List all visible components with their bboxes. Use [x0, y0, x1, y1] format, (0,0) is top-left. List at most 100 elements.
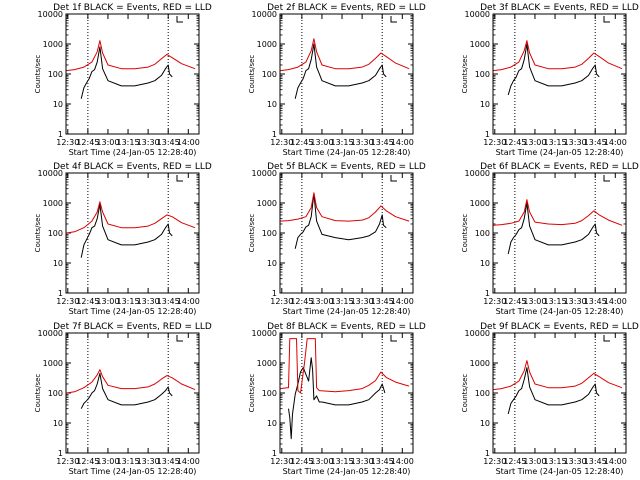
- x-tick-label: 12:45: [503, 297, 526, 306]
- x-tick-label: 12:45: [76, 297, 99, 306]
- x-tick-label: 12:45: [76, 138, 99, 147]
- x-tick-label: 13:30: [351, 457, 374, 466]
- x-axis-label: Start Time (24-Jan-05 12:28:40): [69, 467, 197, 476]
- panel-title: Det 4f BLACK = Events, RED = LLD: [53, 162, 212, 172]
- panel-7: Det 7f BLACK = Events, RED = LLD 1 10 100 10…: [34, 322, 212, 476]
- corner-mark: [176, 16, 183, 23]
- y-tick-label: 1000: [43, 40, 63, 49]
- y-tick-label: 10: [267, 259, 277, 268]
- x-tick-label: 12:45: [290, 138, 313, 147]
- y-tick-label: 1000: [43, 199, 63, 208]
- y-tick-label: 10: [480, 259, 490, 268]
- y-axis-label: Counts/sec: [461, 55, 469, 94]
- x-tick-label: 13:15: [544, 457, 567, 466]
- series-lld-line: [66, 40, 196, 72]
- x-tick-label: 14:00: [391, 297, 414, 306]
- y-tick-label: 10: [267, 419, 277, 428]
- plot-frame: [279, 13, 414, 135]
- plot-frame: [65, 13, 200, 135]
- x-axis-label: Start Time (24-Jan-05 12:28:40): [69, 148, 197, 157]
- panel-4: Det 4f BLACK = Events, RED = LLD 1 10 100 10…: [34, 162, 212, 316]
- y-tick-label: 1000: [470, 199, 490, 208]
- series-events-line: [507, 367, 600, 415]
- x-tick-label: 13:15: [117, 457, 140, 466]
- x-tick-label: 12:30: [483, 457, 506, 466]
- y-tick-label: 1000: [257, 199, 277, 208]
- y-tick-label: 100: [262, 229, 277, 238]
- x-tick-label: 14:00: [177, 457, 200, 466]
- x-tick-label: 13:30: [137, 457, 160, 466]
- x-tick-label: 13:30: [137, 297, 160, 306]
- series-events-line: [294, 43, 387, 99]
- y-axis-label: Counts/sec: [248, 374, 256, 413]
- y-tick-label: 10: [267, 100, 277, 109]
- x-tick-label: 13:30: [564, 138, 587, 147]
- plot-frame: [65, 332, 200, 454]
- y-tick-label: 1: [485, 289, 490, 298]
- x-tick-label: 13:15: [544, 138, 567, 147]
- y-tick-label: 10000: [252, 10, 277, 19]
- y-tick-label: 1000: [257, 359, 277, 368]
- corner-mark: [176, 175, 183, 182]
- panel-title: Det 5f BLACK = Events, RED = LLD: [267, 162, 426, 172]
- series-events-line: [507, 43, 600, 96]
- plot-frame: [492, 332, 627, 454]
- y-tick-label: 1: [272, 130, 277, 139]
- panel-title: Det 9f BLACK = Events, RED = LLD: [480, 322, 639, 332]
- x-tick-label: 12:30: [56, 138, 79, 147]
- x-axis-label: Start Time (24-Jan-05 12:28:40): [283, 467, 411, 476]
- y-tick-label: 1: [485, 130, 490, 139]
- y-axis-label: Counts/sec: [34, 374, 42, 413]
- x-tick-label: 13:45: [584, 297, 607, 306]
- y-tick-label: 100: [48, 389, 63, 398]
- y-tick-label: 1: [272, 289, 277, 298]
- x-tick-label: 14:00: [177, 297, 200, 306]
- plot-frame: [492, 13, 627, 135]
- y-tick-label: 1000: [470, 359, 490, 368]
- y-axis-label: Counts/sec: [248, 214, 256, 253]
- series-events-line: [294, 193, 387, 249]
- x-tick-label: 12:30: [483, 297, 506, 306]
- x-tick-label: 13:45: [157, 297, 180, 306]
- panel-6: Det 6f BLACK = Events, RED = LLD 1 10 100 10…: [461, 162, 639, 316]
- x-tick-label: 13:00: [523, 138, 546, 147]
- panel-2: Det 2f BLACK = Events, RED = LLD 1 10 100 10…: [248, 3, 426, 157]
- panel-3: Det 3f BLACK = Events, RED = LLD 1 10 100 10…: [461, 3, 639, 157]
- x-axis-label: Start Time (24-Jan-05 12:28:40): [69, 307, 197, 316]
- x-tick-label: 13:00: [96, 457, 119, 466]
- x-tick-label: 14:00: [391, 138, 414, 147]
- x-tick-label: 13:45: [584, 138, 607, 147]
- x-tick-label: 13:30: [564, 457, 587, 466]
- x-tick-label: 13:45: [157, 457, 180, 466]
- series-lld-line: [493, 360, 623, 391]
- y-tick-label: 10000: [38, 169, 63, 178]
- series-events-line: [80, 372, 173, 409]
- x-axis-label: Start Time (24-Jan-05 12:28:40): [283, 307, 411, 316]
- y-tick-label: 10: [480, 419, 490, 428]
- panel-title: Det 2f BLACK = Events, RED = LLD: [267, 3, 426, 13]
- panel-1: Det 1f BLACK = Events, RED = LLD 1 10 100 10…: [34, 3, 212, 157]
- y-tick-label: 10: [53, 100, 63, 109]
- x-tick-label: 13:45: [584, 457, 607, 466]
- x-tick-label: 13:15: [331, 138, 354, 147]
- x-tick-label: 13:15: [544, 297, 567, 306]
- y-tick-label: 1000: [43, 359, 63, 368]
- x-tick-label: 13:15: [117, 297, 140, 306]
- plot-frame: [279, 172, 414, 294]
- x-tick-label: 13:45: [371, 138, 394, 147]
- series-events-line: [507, 202, 600, 255]
- y-tick-label: 10000: [465, 329, 490, 338]
- y-tick-label: 10000: [252, 329, 277, 338]
- series-lld-line: [493, 199, 623, 226]
- x-tick-label: 12:30: [483, 138, 506, 147]
- x-tick-label: 13:15: [117, 138, 140, 147]
- x-tick-label: 12:30: [270, 457, 293, 466]
- x-tick-label: 12:45: [76, 457, 99, 466]
- x-tick-label: 14:00: [177, 138, 200, 147]
- y-tick-label: 10000: [465, 10, 490, 19]
- x-tick-label: 13:45: [371, 297, 394, 306]
- y-tick-label: 100: [262, 389, 277, 398]
- x-axis-label: Start Time (24-Jan-05 12:28:40): [496, 307, 624, 316]
- panel-title: Det 1f BLACK = Events, RED = LLD: [53, 3, 212, 13]
